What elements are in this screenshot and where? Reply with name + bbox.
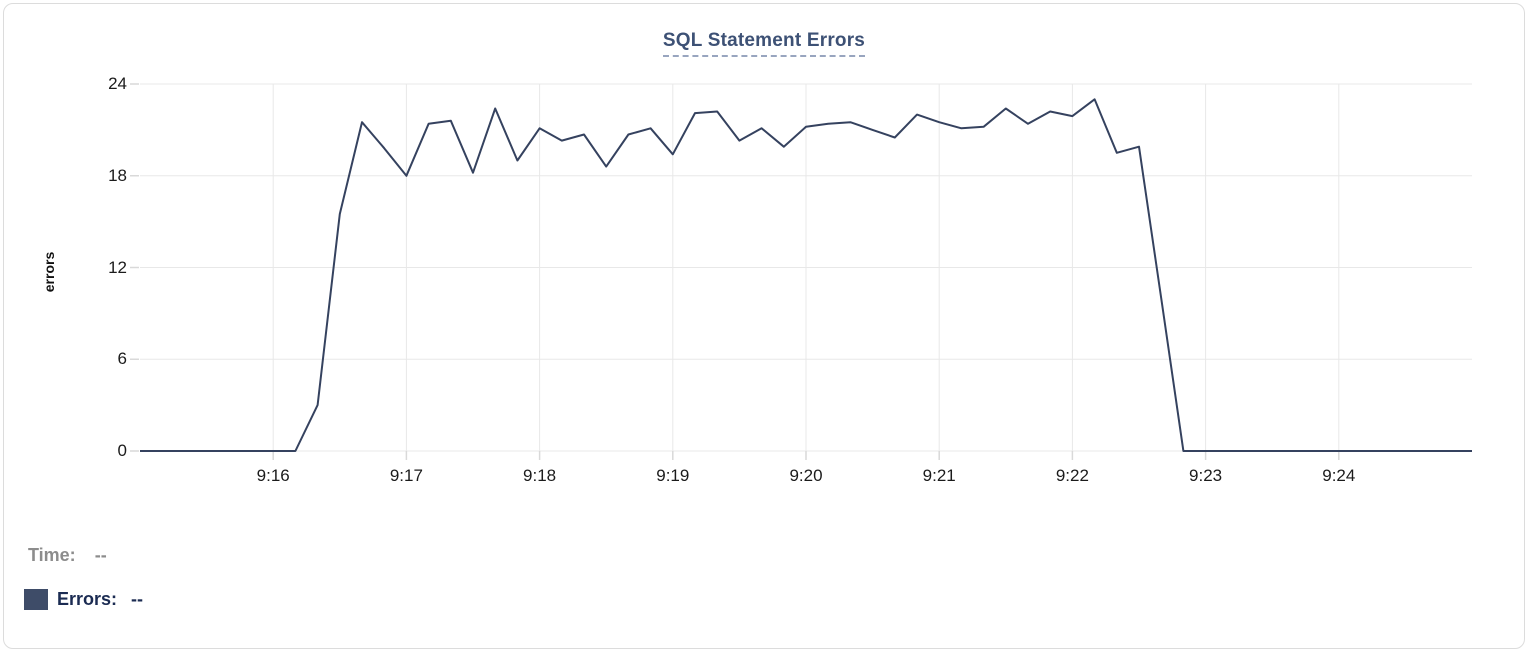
time-label: Time: [28, 545, 76, 565]
time-value: -- [94, 545, 107, 565]
chart-title[interactable]: SQL Statement Errors [662, 30, 866, 57]
x-tick-label: 9:16 [256, 466, 290, 485]
y-tick-label: 0 [117, 441, 127, 460]
line-chart-plot[interactable] [0, 0, 1528, 512]
chart-header: SQL Statement Errors [0, 30, 1528, 57]
x-tick-label: 9:17 [389, 466, 423, 485]
x-tick-label: 9:23 [1189, 466, 1223, 485]
errors-label: Errors: [57, 589, 118, 609]
x-tick-label: 9:18 [523, 466, 557, 485]
x-tick-label: 9:20 [789, 466, 823, 485]
y-tick-label: 6 [117, 349, 127, 369]
errors-series-swatch [24, 589, 48, 610]
legend-errors-row: Errors: -- [24, 589, 143, 610]
x-tick-label: 9:19 [656, 466, 690, 485]
y-tick-label: 12 [108, 257, 127, 277]
y-tick-label: 24 [108, 74, 127, 93]
x-tick-label: 9:21 [922, 466, 956, 485]
x-tick-label: 9:22 [1055, 466, 1089, 485]
y-tick-label: 18 [108, 165, 127, 185]
errors-line [140, 98, 1472, 452]
x-tick-label: 9:24 [1322, 466, 1356, 485]
chart-card [3, 3, 1525, 649]
tooltip-time-row: Time: -- [28, 545, 107, 566]
errors-value: -- [131, 589, 144, 609]
